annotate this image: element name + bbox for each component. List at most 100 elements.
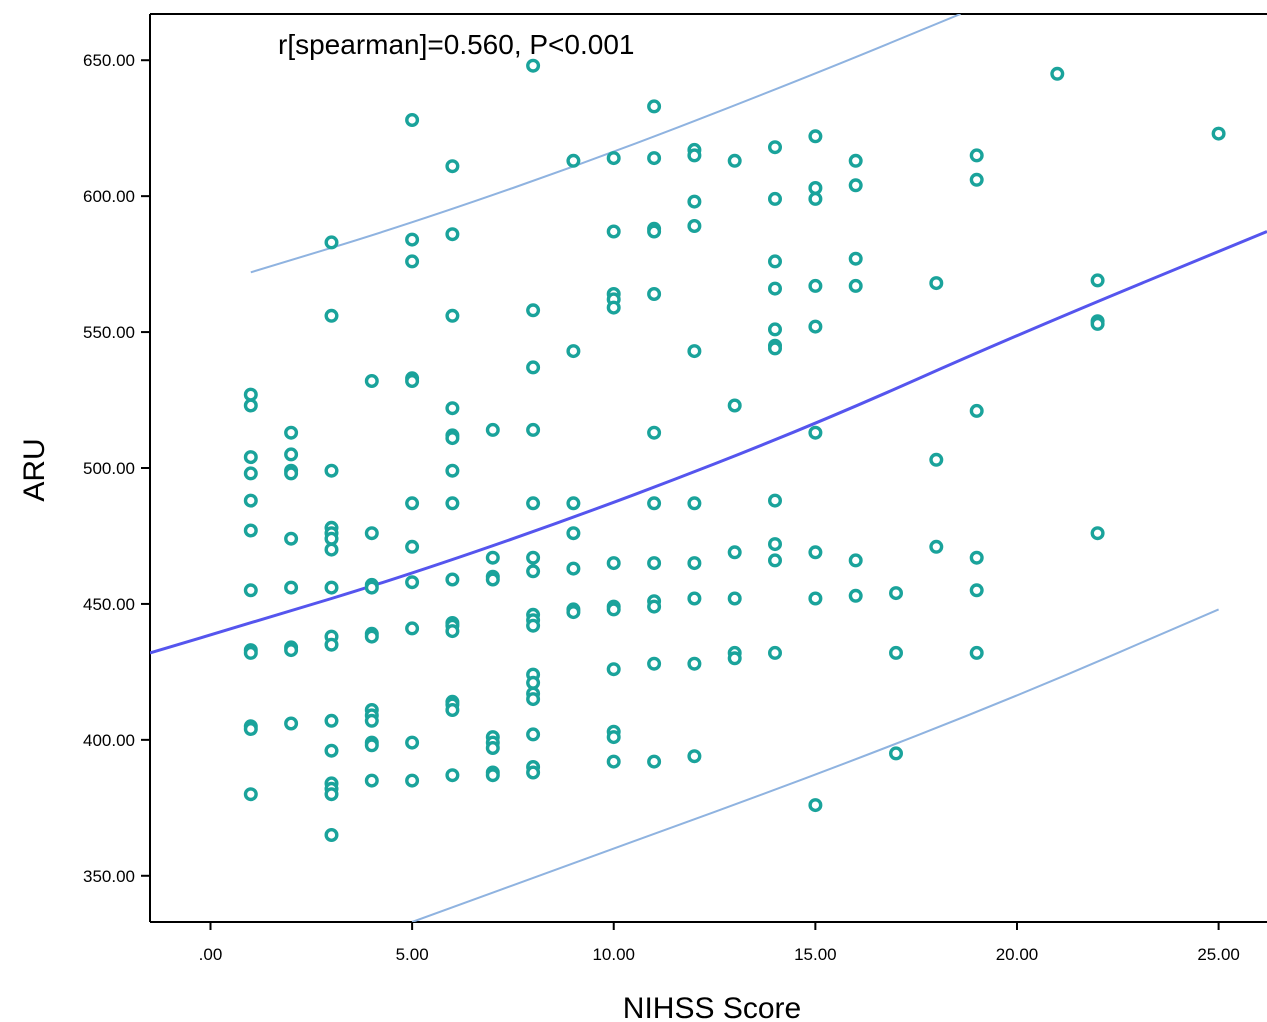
- data-point: [929, 452, 944, 467]
- data-point: [243, 583, 258, 598]
- data-point: [929, 539, 944, 554]
- data-point: [606, 602, 621, 617]
- data-point: [687, 194, 702, 209]
- data-point: [606, 556, 621, 571]
- data-point: [566, 526, 581, 541]
- data-point: [284, 580, 299, 595]
- data-point: [687, 344, 702, 359]
- data-point: [485, 550, 500, 565]
- data-point: [405, 539, 420, 554]
- correlation-annotation: r[spearman]=0.560, P<0.001: [278, 29, 634, 60]
- data-point: [324, 308, 339, 323]
- data-point: [889, 746, 904, 761]
- data-point: [324, 743, 339, 758]
- data-point: [768, 537, 783, 552]
- data-point: [405, 374, 420, 389]
- data-point: [647, 556, 662, 571]
- x-tick-label: 25.00: [1197, 945, 1240, 964]
- data-point: [647, 656, 662, 671]
- data-point: [445, 572, 460, 587]
- data-point: [243, 493, 258, 508]
- data-point: [405, 575, 420, 590]
- data-point: [768, 341, 783, 356]
- data-point: [727, 153, 742, 168]
- data-point: [526, 303, 541, 318]
- data-point: [526, 564, 541, 579]
- x-tick-label: 20.00: [996, 945, 1039, 964]
- data-point: [445, 496, 460, 511]
- data-point: [243, 387, 258, 402]
- data-point: [566, 153, 581, 168]
- data-point: [526, 496, 541, 511]
- data-point: [324, 787, 339, 802]
- y-tick-label: 650.00: [83, 51, 135, 70]
- data-point: [284, 531, 299, 546]
- data-point: [526, 618, 541, 633]
- y-tick-label: 350.00: [83, 867, 135, 886]
- data-point: [324, 463, 339, 478]
- data-point: [445, 401, 460, 416]
- data-point: [848, 178, 863, 193]
- data-point: [243, 645, 258, 660]
- data-point: [647, 754, 662, 769]
- data-point: [243, 722, 258, 737]
- data-point: [364, 526, 379, 541]
- data-point: [606, 730, 621, 745]
- data-point: [647, 224, 662, 239]
- data-point: [324, 542, 339, 557]
- data-point: [727, 398, 742, 413]
- data-point: [526, 692, 541, 707]
- fit-line-group: [150, 230, 1267, 655]
- data-point: [485, 572, 500, 587]
- data-point: [727, 651, 742, 666]
- data-point: [687, 148, 702, 163]
- data-point: [324, 531, 339, 546]
- data-point: [647, 425, 662, 440]
- confidence-interval-lines: [250, 14, 1219, 922]
- x-tick-label: 5.00: [396, 945, 429, 964]
- data-point: [526, 727, 541, 742]
- x-axis-title: NIHSS Score: [623, 992, 801, 1022]
- data-point: [405, 254, 420, 269]
- data-point: [485, 768, 500, 783]
- data-point: [324, 580, 339, 595]
- data-point: [768, 645, 783, 660]
- data-point: [768, 254, 783, 269]
- y-axis: 350.00 400.00 450.00 500.00 550.00 600.00 650.…: [83, 51, 150, 886]
- data-point: [808, 591, 823, 606]
- data-point: [808, 425, 823, 440]
- data-point: [284, 716, 299, 731]
- data-point: [727, 591, 742, 606]
- y-axis-title: ARU: [18, 438, 51, 501]
- data-point: [606, 300, 621, 315]
- data-point: [405, 232, 420, 247]
- data-point: [445, 159, 460, 174]
- data-point: [687, 591, 702, 606]
- data-point: [284, 466, 299, 481]
- data-point: [929, 276, 944, 291]
- data-point: [969, 172, 984, 187]
- data-point: [445, 227, 460, 242]
- data-point: [243, 398, 258, 413]
- data-point: [969, 148, 984, 163]
- data-point: [526, 422, 541, 437]
- data-point: [969, 403, 984, 418]
- data-point: [808, 191, 823, 206]
- y-tick-label: 550.00: [83, 323, 135, 342]
- data-point: [243, 466, 258, 481]
- data-point: [284, 643, 299, 658]
- data-point: [405, 621, 420, 636]
- data-point: [687, 556, 702, 571]
- data-point: [405, 496, 420, 511]
- data-point: [364, 738, 379, 753]
- data-point: [324, 637, 339, 652]
- data-point: [364, 580, 379, 595]
- x-axis: .00 5.00 10.00 15.00 20.00 25.00: [199, 922, 1240, 964]
- data-point: [566, 344, 581, 359]
- data-point: [606, 151, 621, 166]
- data-point: [324, 235, 339, 250]
- data-point: [445, 768, 460, 783]
- data-point: [364, 629, 379, 644]
- data-point: [324, 828, 339, 843]
